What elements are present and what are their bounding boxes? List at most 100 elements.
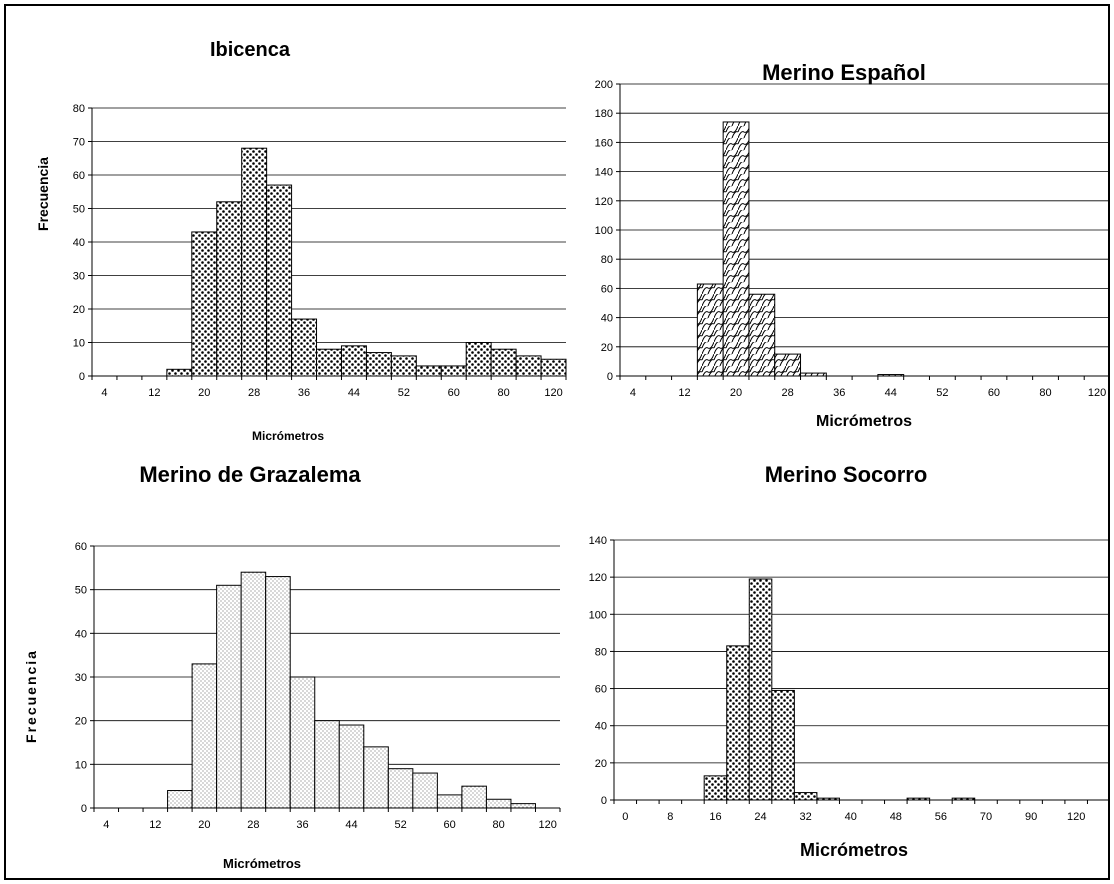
bar-80	[490, 348, 517, 377]
y-tick-label: 10	[75, 759, 87, 771]
x-tick-label: 32	[800, 811, 812, 823]
y-tick-label: 0	[81, 803, 87, 815]
bar-36	[291, 318, 318, 377]
bar-20	[191, 231, 218, 377]
x-tick-label: 28	[248, 387, 260, 399]
y-tick-label: 140	[595, 167, 613, 179]
y-tick-label: 40	[75, 628, 87, 640]
bar-40	[314, 720, 340, 809]
bar-56	[415, 365, 442, 377]
bar-48	[363, 746, 389, 809]
x-axis-label: Micrómetros	[223, 856, 301, 871]
x-tick-label: 4	[630, 387, 636, 399]
x-tick-label: 16	[709, 811, 721, 823]
y-tick-label: 120	[595, 196, 613, 208]
x-tick-label: 52	[394, 819, 406, 831]
y-tick-label: 60	[601, 283, 613, 295]
x-tick-label: 20	[198, 819, 210, 831]
bar-48	[365, 352, 392, 377]
bar-32	[266, 184, 293, 377]
bar-16	[696, 283, 724, 377]
x-tick-label: 28	[247, 819, 259, 831]
x-tick-label: 80	[493, 819, 505, 831]
y-tick-label: 40	[73, 237, 85, 249]
x-tick-label: 90	[1025, 811, 1037, 823]
y-tick-label: 60	[595, 684, 607, 696]
y-tick-label: 30	[73, 271, 85, 283]
figure-frame: 0 10 20 30 40 50 60 70 80 4 12 20 28 36 44 52 60 80 120 Ibi…	[4, 4, 1110, 880]
x-tick-label: 20	[198, 387, 210, 399]
x-tick-label: 40	[845, 811, 857, 823]
y-tick-label: 80	[595, 646, 607, 658]
x-tick-label: 120	[539, 819, 557, 831]
x-tick-label: 28	[782, 387, 794, 399]
x-tick-label: 36	[833, 387, 845, 399]
y-tick-label: 50	[73, 204, 85, 216]
y-tick-label: 200	[595, 79, 613, 91]
bar-28	[241, 147, 268, 377]
bar-16	[166, 368, 193, 377]
y-tick-label: 20	[73, 304, 85, 316]
x-tick-label: 70	[980, 811, 992, 823]
x-tick-label: 44	[345, 819, 357, 831]
x-axis-label: Micrómetros	[252, 429, 324, 443]
y-tick-label: 60	[75, 541, 87, 553]
x-tick-label: 8	[667, 811, 673, 823]
x-tick-label: 120	[544, 387, 562, 399]
x-tick-label: 60	[444, 819, 456, 831]
bar-24	[748, 293, 776, 377]
x-tick-label: 44	[348, 387, 360, 399]
bar-44	[338, 724, 365, 809]
y-tick-label: 0	[79, 371, 85, 383]
y-axis-label: Frecuencia	[23, 649, 39, 743]
bar-80	[485, 798, 512, 809]
bar-16	[167, 790, 193, 809]
y-tick-label: 180	[595, 108, 613, 120]
y-tick-label: 20	[75, 716, 87, 728]
bar-120	[540, 358, 567, 377]
y-tick-label: 100	[589, 609, 607, 621]
chart-title: Merino Socorro	[765, 462, 928, 487]
y-tick-label: 60	[73, 170, 85, 182]
bar-90	[510, 803, 536, 809]
y-tick-label: 20	[601, 342, 613, 354]
chart-1: 0 10 20 30 40 50 60 70 80 4 12 20 28 36 44 52 60 80 120 Ibi…	[35, 39, 567, 443]
x-tick-label: 48	[890, 811, 902, 823]
x-tick-label: 12	[149, 819, 161, 831]
x-tick-label: 80	[1039, 387, 1051, 399]
x-tick-label: 4	[101, 387, 107, 399]
y-tick-label: 30	[75, 672, 87, 684]
y-tick-label: 70	[73, 137, 85, 149]
x-tick-label: 56	[935, 811, 947, 823]
y-tick-label: 100	[595, 225, 613, 237]
x-tick-label: 120	[1088, 387, 1106, 399]
bar-60	[436, 794, 463, 809]
y-tick-label: 50	[75, 585, 87, 597]
bar-70	[461, 785, 487, 809]
chart-4: 0 20 40 60 80 100 120 140 0 8 16 24 32 40 48 56 70 90 120 M…	[589, 462, 1108, 860]
bar-28	[771, 689, 795, 801]
bar-24	[748, 578, 773, 801]
x-tick-label: 12	[678, 387, 690, 399]
bar-36	[289, 676, 316, 809]
x-tick-label: 52	[398, 387, 410, 399]
bar-20	[726, 645, 750, 801]
x-tick-label: 36	[298, 387, 310, 399]
y-tick-label: 10	[73, 338, 85, 350]
bar-52	[387, 768, 414, 809]
x-tick-label: 20	[730, 387, 742, 399]
bar-28	[240, 571, 267, 809]
x-tick-label: 60	[988, 387, 1000, 399]
y-tick-label: 40	[601, 313, 613, 325]
bar-20	[722, 121, 750, 377]
bar-44	[340, 345, 367, 377]
x-tick-label: 24	[754, 811, 766, 823]
x-axis-label: Micrómetros	[816, 413, 912, 430]
y-axis-label: Frecuencia	[35, 157, 51, 231]
bar-16	[703, 775, 728, 801]
bar-32	[793, 792, 818, 801]
x-tick-label: 4	[103, 819, 109, 831]
y-tick-label: 0	[601, 795, 607, 807]
bar-70	[465, 342, 492, 377]
